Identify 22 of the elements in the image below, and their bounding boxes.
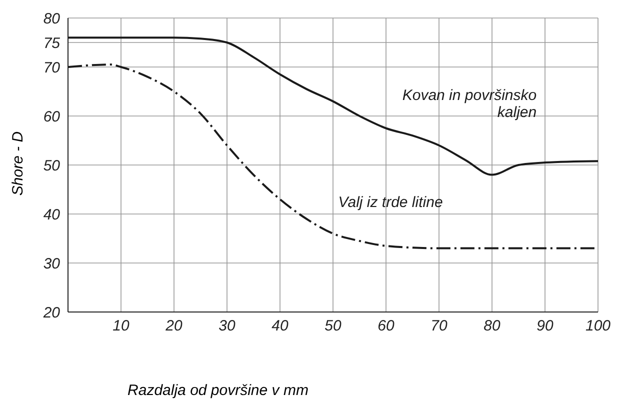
series-label: Kovan in površinsko kaljen <box>401 86 537 121</box>
y-tick-label: 20 <box>42 304 61 322</box>
x-tick-label: 60 <box>378 318 395 335</box>
series-label: Valj iz trde litine <box>338 194 444 212</box>
y-axis-title: Shore - D <box>10 130 26 198</box>
x-tick-label: 20 <box>164 318 183 335</box>
y-tick-label: 50 <box>43 157 61 174</box>
x-tick-label: 100 <box>585 318 612 335</box>
x-tick-label: 80 <box>484 318 501 335</box>
x-tick-label: 10 <box>112 318 130 335</box>
y-tick-label: 30 <box>43 255 61 272</box>
x-tick-label: 70 <box>430 318 448 335</box>
x-axis-title: Razdalja od površine v mm <box>126 382 310 399</box>
y-tick-label: 60 <box>43 108 61 126</box>
x-tick-label: 90 <box>536 318 554 335</box>
x-tick-label: 30 <box>218 318 236 335</box>
y-tick-label: 75 <box>43 34 61 52</box>
x-tick-label: 50 <box>324 318 342 335</box>
x-tick-label: 40 <box>272 318 289 335</box>
y-tick-label: 70 <box>43 59 61 76</box>
y-tick-label: 40 <box>43 206 61 224</box>
y-tick-label: 80 <box>43 10 61 28</box>
